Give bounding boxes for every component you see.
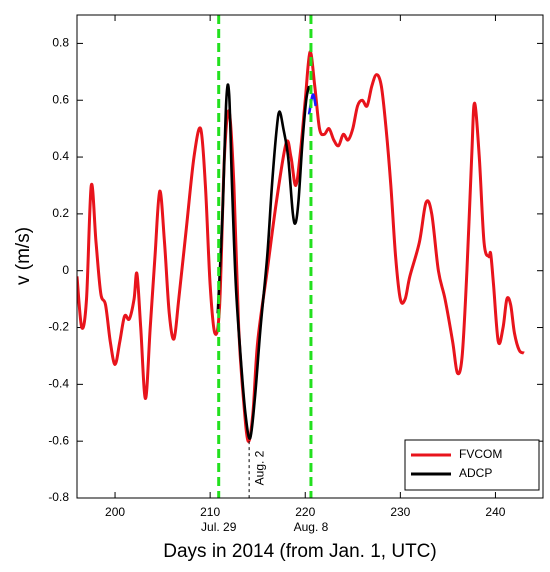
event-label: Jul. 29 <box>201 520 237 534</box>
series-line <box>216 83 311 440</box>
y-tick-label: -0.2 <box>48 320 69 334</box>
x-tick-label: 240 <box>485 505 505 519</box>
x-tick-label: 200 <box>105 505 125 519</box>
legend-box <box>404 439 540 491</box>
x-axis-label: Days in 2014 (from Jan. 1, UTC) <box>163 541 436 562</box>
legend-label: FVCOM <box>459 447 502 461</box>
y-tick-label: 0 <box>62 263 69 277</box>
x-tick-label: 230 <box>390 505 410 519</box>
x-tick-label: 220 <box>295 505 315 519</box>
legend-label: ADCP <box>459 466 492 480</box>
annotation-label: Aug. 2 <box>252 450 266 485</box>
event-label: Aug. 8 <box>294 520 329 534</box>
y-tick-label: -0.4 <box>48 377 69 391</box>
y-tick-label: -0.8 <box>48 490 69 504</box>
plot-frame <box>76 14 544 499</box>
series-line <box>307 93 317 115</box>
y-tick-label: 0.6 <box>52 92 69 106</box>
x-tick-label: 210 <box>200 505 220 519</box>
y-tick-label: 0.8 <box>52 36 69 50</box>
y-tick-label: 0.4 <box>52 149 69 163</box>
y-tick-label: 0.2 <box>52 206 69 220</box>
plot-area <box>77 50 525 443</box>
y-tick-label: -0.6 <box>48 433 69 447</box>
y-axis-label: v (m/s) <box>13 227 34 285</box>
